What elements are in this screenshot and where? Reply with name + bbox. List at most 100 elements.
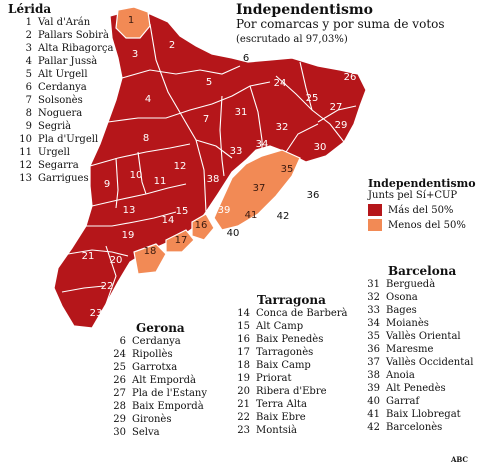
comarca-number: 30 [113, 427, 126, 438]
comarca-number: 38 [367, 370, 380, 381]
comarca-label-4: 4 [145, 94, 151, 105]
comarca-name: Conca de Barberà [256, 308, 348, 319]
comarca-label-21: 21 [82, 251, 95, 262]
comarca-number: 4 [25, 56, 32, 67]
comarca-row: 31 Berguedà [356, 278, 473, 291]
map-shapes [53, 6, 367, 329]
comarca-row: 37 Vallès Occidental [356, 356, 473, 369]
comarca-row: 23 Montsià [226, 424, 348, 437]
comarca-row: 2 Pallars Sobirà [8, 29, 113, 42]
comarca-number: 40 [367, 396, 380, 407]
count-note: (escrutado al 97,03%) [236, 34, 348, 45]
comarca-name: Vallès Occidental [386, 357, 474, 368]
comarca-number: 26 [113, 375, 126, 386]
region-list-gerona: Gerona 6 Cerdanya 24 Ripollès 25 Garrotxa 26 Al… [102, 321, 207, 439]
comarca-label-11: 11 [154, 176, 167, 187]
comarca-name: Cerdanya [38, 82, 87, 93]
comarca-row: 18 Baix Camp [226, 359, 348, 372]
comarca-name: Baix Camp [256, 360, 311, 371]
comarca-label-41: 41 [245, 210, 258, 221]
comarca-label-27: 27 [330, 102, 343, 113]
comarca-row: 5 Alt Urgell [8, 68, 113, 81]
comarca-label-17: 17 [175, 235, 188, 246]
comarca-number: 12 [19, 160, 32, 171]
comarca-number: 8 [25, 108, 32, 119]
comarca-name: Garraf [386, 396, 420, 407]
comarca-name: Gironès [132, 414, 172, 425]
comarca-name: Pallar Jussà [38, 56, 98, 67]
comarca-row: 41 Baix Llobregat [356, 408, 473, 421]
region-list-tarragona: Tarragona 14 Conca de Barberà 15 Alt Camp 16… [226, 293, 348, 437]
map-subtitle: Por comarcas y por suma de votos [236, 17, 445, 31]
comarca-name: Alt Empordà [132, 375, 196, 386]
comarca-name: Maresme [386, 344, 434, 355]
territory-main [53, 9, 367, 329]
comarca-label-33: 33 [230, 146, 243, 157]
comarca-label-23: 23 [90, 308, 103, 319]
legend-item: Más del 50% [368, 204, 476, 216]
comarca-name: Alt Penedès [386, 383, 446, 394]
comarca-number: 6 [119, 336, 126, 347]
comarca-label-12: 12 [174, 161, 187, 172]
comarca-name: Montsià [256, 425, 298, 436]
comarca-list: 14 Conca de Barberà 15 Alt Camp 16 Baix Pened… [226, 307, 348, 437]
comarca-number: 3 [25, 43, 32, 54]
comarca-number: 1 [25, 17, 32, 28]
comarca-label-24: 24 [274, 78, 287, 89]
comarca-label-26: 26 [344, 72, 357, 83]
comarca-label-36: 36 [307, 190, 320, 201]
comarca-name: Barcelonès [386, 422, 443, 433]
comarca-name: Alta Ribagorça [38, 43, 114, 54]
comarca-name: Pla d'Urgell [38, 134, 99, 145]
comarca-row: 30 Selva [102, 426, 207, 439]
comarca-label-28: 28 [361, 122, 374, 133]
comarca-label-14: 14 [162, 215, 175, 226]
comarca-label-7: 7 [203, 114, 209, 125]
region-list-lerida: Lérida 1 Val d'Arán 2 Pallars Sobirà 3 Alta R… [8, 2, 113, 185]
comarca-label-18: 18 [144, 246, 157, 257]
territory-16 [191, 213, 215, 241]
comarca-number: 19 [237, 373, 250, 384]
comarca-list: 31 Berguedà 32 Osona 33 Bages 34 Moianès 35 Vallè… [356, 278, 473, 434]
legend-label: Más del 50% [388, 204, 454, 216]
comarca-number: 7 [25, 95, 32, 106]
territory-17 [165, 229, 195, 253]
map-title: Independentismo [236, 2, 373, 18]
comarca-name: Cerdanya [132, 336, 181, 347]
comarca-row: 34 Moianès [356, 317, 473, 330]
comarca-name: Bages [386, 305, 417, 316]
comarca-name: Baix Ebre [256, 412, 306, 423]
region-list-barcelona: Barcelona 31 Berguedà 32 Osona 33 Bages 34 Moia… [356, 264, 473, 434]
comarca-name: Ripollès [132, 349, 173, 360]
comarca-label-2: 2 [169, 40, 175, 51]
comarca-row: 10 Pla d'Urgell [8, 133, 113, 146]
comarca-name: Pallars Sobirà [38, 30, 109, 41]
comarca-label-9: 9 [104, 179, 110, 190]
comarca-name: Garrotxa [132, 362, 178, 373]
comarca-row: 39 Alt Penedès [356, 382, 473, 395]
comarca-row: 22 Baix Ebre [226, 411, 348, 424]
comarca-row: 25 Garrotxa [102, 361, 207, 374]
comarca-label-20: 20 [110, 255, 123, 266]
comarca-row: 29 Gironès [102, 413, 207, 426]
comarca-label-37: 37 [253, 183, 266, 194]
comarca-row: 24 Ripollès [102, 348, 207, 361]
comarca-number: 18 [237, 360, 250, 371]
comarca-number: 15 [237, 321, 250, 332]
comarca-number: 6 [25, 82, 32, 93]
comarca-label-32: 32 [276, 122, 289, 133]
comarca-label-8: 8 [143, 133, 149, 144]
comarca-name: Alt Urgell [38, 69, 88, 80]
comarca-name: Noguera [38, 108, 83, 119]
comarca-number: 13 [19, 173, 32, 184]
comarca-name: Anoia [386, 370, 415, 381]
territory-coast [213, 149, 301, 231]
comarca-number: 42 [367, 422, 380, 433]
comarca-row: 20 Ribera d'Ebre [226, 385, 348, 398]
comarca-label-40: 40 [227, 228, 240, 239]
comarca-name: Tarragonès [256, 347, 314, 358]
comarca-number: 32 [367, 292, 380, 303]
comarca-label-10: 10 [130, 170, 143, 181]
comarca-label-1: 1 [128, 15, 134, 26]
comarca-row: 8 Noguera [8, 107, 113, 120]
